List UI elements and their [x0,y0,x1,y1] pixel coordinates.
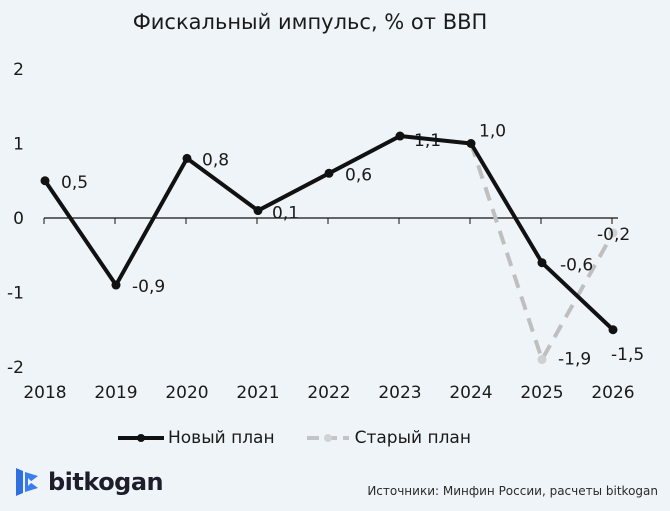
new-plan-point [395,131,405,141]
data-label-new-plan: 1,1 [414,131,441,151]
new-plan-point [253,206,263,216]
old-plan-line [469,142,615,365]
x-axis [43,217,618,224]
new-plan-point [324,168,334,178]
source-note: Источники: Минфин России, расчеты bitkog… [367,484,658,498]
data-label-new-plan: -0,9 [132,277,165,297]
legend-label-new-plan: Новый план [168,428,275,448]
data-label-old-plan: -1,9 [558,350,591,370]
legend-label-old-plan: Старый план [354,428,471,448]
old-plan-point [608,228,618,238]
data-label-new-plan: 0,8 [202,150,229,170]
legend-item-new-plan: Новый план [118,428,275,448]
old-plan-point [537,355,547,365]
data-label-new-plan: -0,6 [560,256,593,276]
solid-line-marker-icon [118,434,164,442]
chart-title: Фискальный импульс, % от ВВП [132,10,488,34]
new-plan-point [40,176,50,186]
y-axis-labels: 2 1 0 -1 -2 [7,60,24,378]
data-label-new-plan: 1,0 [479,122,506,142]
legend: Новый план Старый план [118,428,501,448]
dashed-line-marker-icon [306,434,349,442]
new-plan-point [182,153,192,163]
y-tick-label: -2 [7,358,24,378]
new-plan-point [608,325,618,335]
y-tick-label: 2 [13,60,24,80]
x-tick-label: 2025 [520,383,563,403]
new-plan-point [466,139,476,148]
new-plan-point [111,280,121,290]
data-label-new-plan: 0,1 [272,204,299,224]
new-plan-point [537,258,547,268]
x-tick-label: 2022 [307,383,350,403]
x-tick-label: 2023 [378,383,421,403]
x-axis-labels: 2018 2019 2020 2021 2022 2023 2024 2025 2026 [23,383,634,403]
brand-name: bitkogan [48,468,164,496]
brand-logo: bitkogan [14,466,164,498]
y-tick-label: 0 [13,209,24,229]
y-tick-label: 1 [13,135,24,155]
x-tick-label: 2024 [449,383,492,403]
data-label-new-plan: 0,6 [345,165,372,185]
x-tick-label: 2018 [23,383,66,403]
data-labels: 0,5 -0,9 0,8 0,1 0,6 1,1 1,0 -0,6 -1,5 -1,9 -0,2 [61,122,644,370]
x-tick-label: 2019 [94,383,137,403]
data-label-new-plan: 0,5 [61,173,88,193]
data-label-new-plan: -1,5 [611,345,644,365]
x-tick-label: 2021 [236,383,279,403]
series-new-plan [40,131,618,335]
data-label-old-plan: -0,2 [597,225,630,245]
legend-item-old-plan: Старый план [305,428,471,448]
x-tick-label: 2020 [165,383,208,403]
bitkogan-logo-icon [16,468,38,496]
line-chart: 2 1 0 -1 -2 2018 2019 2020 2021 2022 2023 2024 2025… [7,60,644,403]
new-plan-line [43,134,615,332]
x-tick-label: 2026 [591,383,634,403]
y-tick-label: -1 [7,284,24,304]
